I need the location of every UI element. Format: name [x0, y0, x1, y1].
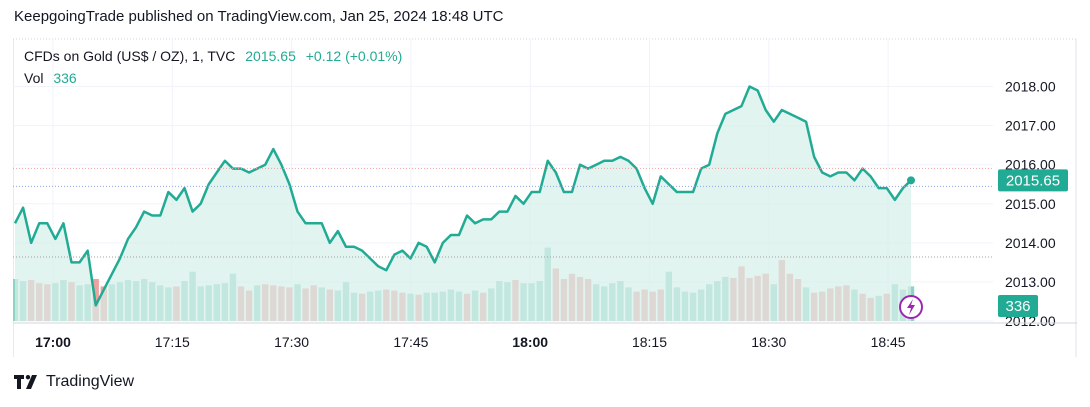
- x-tick-label: 17:00: [35, 334, 71, 350]
- chart-legend: CFDs on Gold (US$ / OZ), 1, TVC 2015.65 …: [24, 47, 408, 87]
- y-tick-label: 2017.00: [1005, 118, 1056, 134]
- price-area: [15, 86, 911, 322]
- volume-value: 336: [53, 70, 77, 86]
- x-tick-label: 17:45: [393, 334, 428, 350]
- chart-area[interactable]: 2018.00 2017.00 2016.00 2015.00 2014.00 2013.…: [11, 37, 1077, 357]
- x-tick-label: 18:15: [632, 334, 667, 350]
- x-tick-label: 17:30: [274, 334, 309, 350]
- y-tick-label: 2013.00: [1005, 274, 1056, 290]
- volume-tag: [998, 295, 1038, 317]
- x-tick-label: 18:00: [512, 334, 548, 350]
- tradingview-logo-icon: [14, 375, 37, 389]
- price-chart: 2018.00 2017.00 2016.00 2015.00 2014.00 2013.…: [11, 38, 1077, 357]
- footer-brand[interactable]: TradingView: [14, 373, 134, 391]
- symbol-label[interactable]: CFDs on Gold (US$ / OZ), 1, TVC: [24, 48, 236, 64]
- y-tick-label: 2014.00: [1005, 235, 1056, 251]
- x-tick-label: 17:15: [155, 334, 190, 350]
- y-tick-label: 2015.00: [1005, 196, 1056, 212]
- x-tick-label: 18:30: [751, 334, 786, 350]
- lightning-bolt-icon[interactable]: [899, 295, 923, 319]
- last-price: 2015.65: [245, 48, 296, 64]
- y-tick-label: 2016.00: [1005, 157, 1056, 173]
- price-change: +0.12 (+0.01%): [305, 48, 403, 64]
- published-line: KeepgoingTrade published on TradingView.…: [14, 8, 504, 25]
- brand-name: TradingView: [46, 373, 135, 390]
- y-tick-label: 2018.00: [1005, 79, 1056, 95]
- price-tag-label: 2015.65: [1006, 172, 1060, 189]
- price-tag: [998, 169, 1068, 192]
- legend-volume-row: Vol 336: [24, 69, 408, 87]
- last-price-dot: [907, 176, 915, 185]
- volume-label[interactable]: Vol: [24, 70, 44, 86]
- legend-price-row: CFDs on Gold (US$ / OZ), 1, TVC 2015.65 …: [24, 47, 408, 65]
- x-tick-label: 18:45: [871, 334, 906, 350]
- price-line: [13, 85, 912, 307]
- volume-tag-label: 336: [1005, 298, 1030, 315]
